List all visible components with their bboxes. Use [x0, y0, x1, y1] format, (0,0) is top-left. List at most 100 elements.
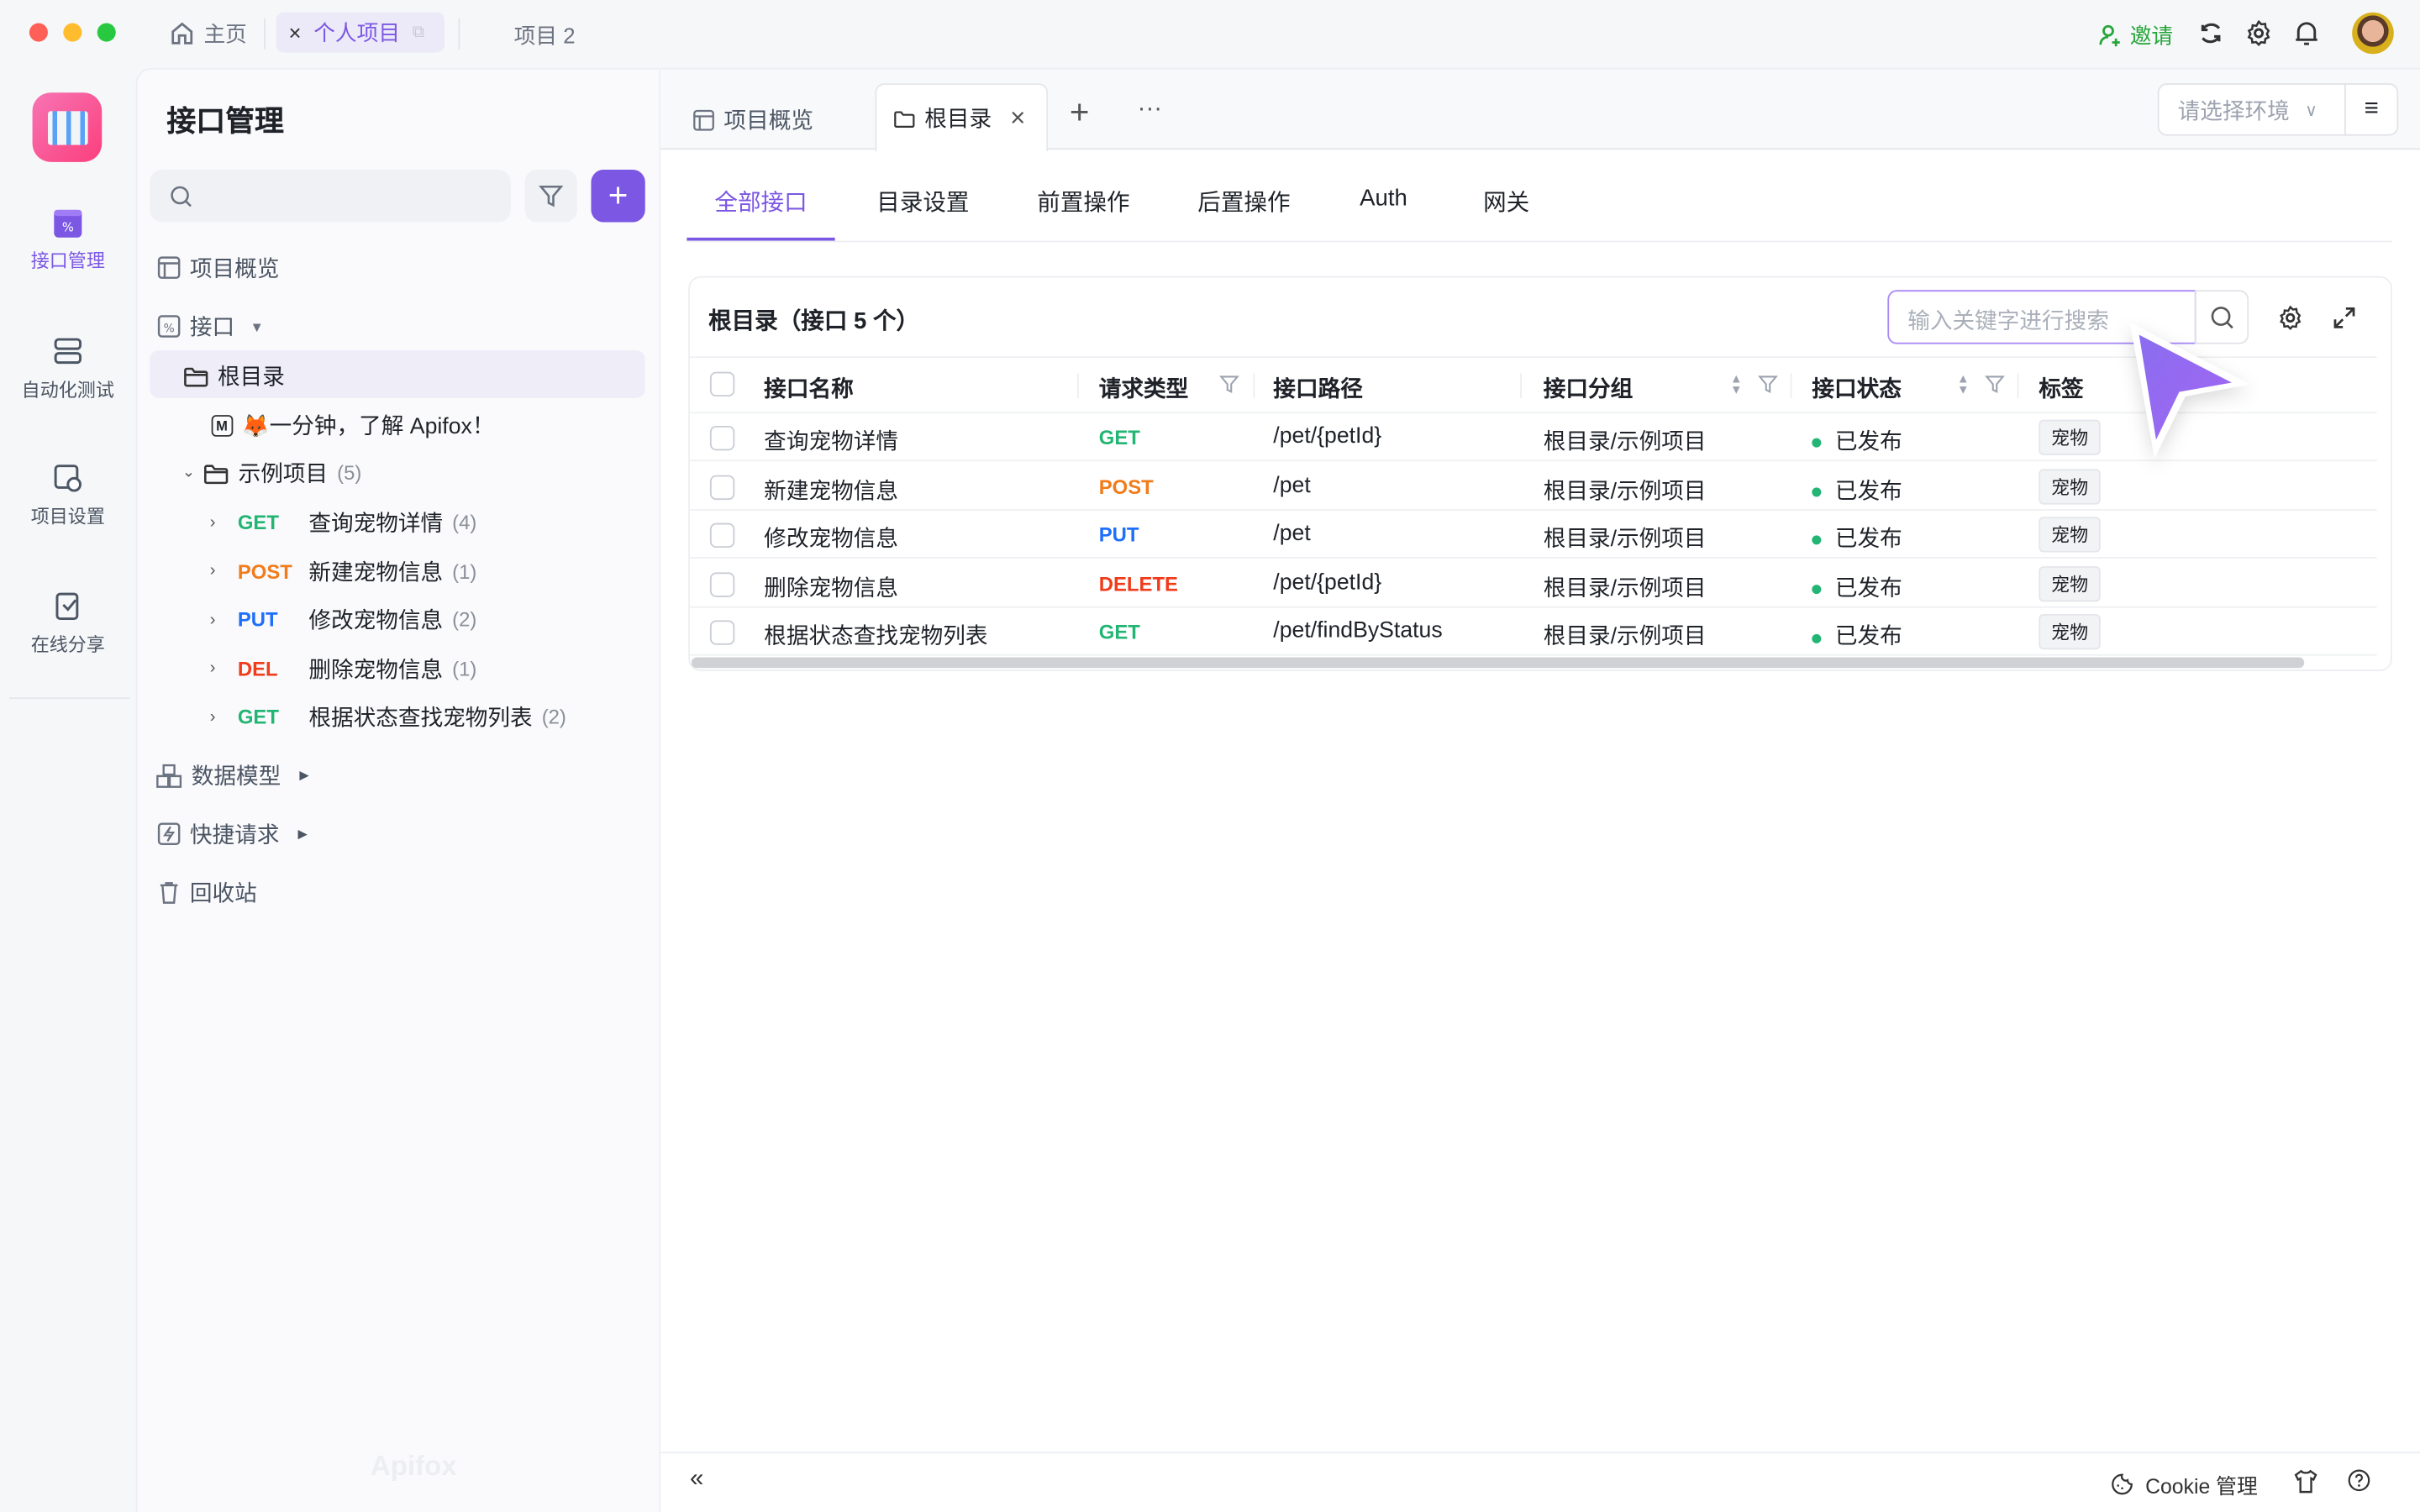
sidebar-item-api[interactable]: % 接口 ▼: [157, 310, 264, 343]
sidebar-folder-examples[interactable]: ⌄ 示例项目 (5): [182, 457, 362, 490]
tab-personal-project[interactable]: × 个人项目 ⧉: [276, 12, 445, 53]
cookie-manager-button[interactable]: Cookie 管理: [2112, 1469, 2258, 1500]
subtab[interactable]: 网关: [1483, 189, 1530, 217]
expand-icon[interactable]: [2332, 306, 2356, 330]
rail-item-automation-test[interactable]: 自动化测试: [0, 336, 136, 402]
method-badge: DEL: [237, 657, 278, 680]
status-badge[interactable]: 已发布: [1812, 619, 1902, 652]
environment-menu-button[interactable]: ≡: [2344, 83, 2399, 136]
invite-button[interactable]: 邀请: [2099, 20, 2173, 51]
sync-icon[interactable]: [2198, 20, 2224, 46]
new-tab-button[interactable]: +: [1069, 92, 1090, 132]
notification-bell-icon[interactable]: [2293, 20, 2319, 46]
column-header-tag[interactable]: 标签: [2039, 378, 2084, 403]
column-header-status[interactable]: 接口状态: [1812, 378, 1902, 403]
status-badge[interactable]: 已发布: [1812, 522, 1902, 554]
sidebar-endpoint[interactable]: › GET 根据状态查找宠物列表 (2): [210, 701, 566, 734]
automation-test-icon: [54, 338, 82, 365]
status-badge[interactable]: 已发布: [1812, 473, 1902, 506]
row-checkbox[interactable]: [709, 621, 735, 646]
rail-item-project-settings[interactable]: 项目设置: [0, 463, 136, 529]
help-icon[interactable]: [2348, 1469, 2371, 1493]
sidebar-item-data-models[interactable]: 数据模型 ▶: [156, 759, 309, 792]
table-search-button[interactable]: [2194, 290, 2249, 344]
caret-down-icon[interactable]: ▼: [250, 318, 264, 334]
rail-item-online-share[interactable]: 在线分享: [0, 591, 136, 657]
sort-icon[interactable]: ▲ ▼: [1956, 371, 1970, 397]
filter-button[interactable]: [524, 170, 577, 223]
open-external-icon[interactable]: ⧉: [412, 22, 425, 41]
subtab[interactable]: 前置操作: [1037, 189, 1130, 217]
filter-icon[interactable]: [1219, 373, 1239, 395]
subtab[interactable]: 全部接口: [714, 189, 808, 217]
filter-icon: [539, 185, 564, 207]
chevron-right-icon[interactable]: ›: [209, 610, 216, 629]
settings-icon[interactable]: [2245, 19, 2271, 46]
api-name-link[interactable]: 删除宠物信息: [764, 576, 898, 601]
row-checkbox[interactable]: [709, 522, 735, 549]
avatar[interactable]: [2352, 12, 2394, 55]
api-name-link[interactable]: 新建宠物信息: [764, 479, 898, 504]
environment-select[interactable]: 请选择环境 ∨: [2157, 83, 2346, 136]
sidebar-item-doc[interactable]: M 🦊一分钟，了解 Apifox！: [211, 409, 495, 442]
sidebar-endpoint[interactable]: › GET 查询宠物详情 (4): [210, 506, 477, 538]
collapse-sidebar-button[interactable]: «: [690, 1465, 704, 1493]
close-tab-icon[interactable]: ×: [1010, 102, 1026, 133]
caret-right-icon[interactable]: ▶: [297, 827, 308, 842]
row-checkbox[interactable]: [709, 572, 735, 597]
tab-project-2[interactable]: 项目 2: [513, 23, 576, 48]
sidebar-item-root-selected[interactable]: [150, 349, 645, 398]
tab-home[interactable]: 主页: [170, 18, 247, 50]
chevron-right-icon[interactable]: ›: [209, 561, 216, 580]
column-header-method[interactable]: 请求类型: [1098, 378, 1189, 403]
api-name-link[interactable]: 查询宠物详情: [764, 430, 898, 455]
table-search-input[interactable]: 输入关键字进行搜索: [1887, 290, 2196, 344]
row-checkbox[interactable]: [709, 474, 735, 500]
api-name-link[interactable]: 修改宠物信息: [764, 528, 898, 553]
sidebar-endpoint[interactable]: › DEL 删除宠物信息 (1): [210, 653, 477, 685]
tab-project-overview[interactable]: 项目概览: [693, 103, 813, 136]
sidebar-endpoint[interactable]: › POST 新建宠物信息 (1): [210, 554, 477, 587]
chevron-right-icon[interactable]: ›: [209, 707, 216, 727]
status-label: 已发布: [1834, 625, 1902, 650]
sidebar-item-overview[interactable]: 项目概览: [157, 251, 279, 284]
chevron-right-icon[interactable]: ›: [209, 512, 216, 532]
close-tab-icon[interactable]: ×: [288, 19, 302, 45]
caret-right-icon[interactable]: ▶: [299, 768, 309, 783]
environment-placeholder: 请选择环境: [2177, 99, 2290, 124]
chevron-down-icon[interactable]: ⌄: [182, 464, 196, 482]
column-header-name[interactable]: 接口名称: [764, 378, 854, 403]
chevron-right-icon[interactable]: ›: [209, 659, 216, 678]
tag-badge: 宠物: [2039, 565, 2101, 601]
column-header-path[interactable]: 接口路径: [1273, 378, 1363, 403]
subtab[interactable]: 目录设置: [876, 189, 970, 217]
status-badge[interactable]: 已发布: [1812, 570, 1902, 603]
method-badge: POST: [1098, 474, 1154, 498]
api-name-link[interactable]: 根据状态查找宠物列表: [764, 625, 988, 650]
theme-shirt-icon[interactable]: [2293, 1469, 2317, 1494]
filter-icon[interactable]: [1985, 373, 2005, 395]
close-window-button[interactable]: [29, 23, 48, 42]
table-settings-icon[interactable]: [2278, 305, 2302, 330]
subtab[interactable]: 后置操作: [1197, 189, 1291, 217]
rail-item-api-management[interactable]: % 接口管理: [0, 209, 136, 273]
filter-icon[interactable]: [1758, 373, 1778, 395]
sidebar-item-root[interactable]: 根目录: [184, 360, 285, 392]
sidebar-search-input[interactable]: [150, 170, 511, 223]
more-tabs-button[interactable]: ···: [1137, 95, 1163, 123]
add-button[interactable]: +: [591, 170, 645, 223]
sidebar-endpoint[interactable]: › PUT 修改宠物信息 (2): [210, 604, 477, 637]
tab-root[interactable]: 根目录 ×: [875, 83, 1049, 152]
status-badge[interactable]: 已发布: [1812, 424, 1902, 457]
sort-icon[interactable]: ▲ ▼: [1729, 371, 1743, 397]
column-divider: [1790, 373, 1792, 398]
minimize-window-button[interactable]: [63, 23, 82, 42]
row-checkbox[interactable]: [709, 425, 735, 451]
maximize-window-button[interactable]: [97, 23, 116, 42]
subtab[interactable]: Auth: [1360, 185, 1407, 212]
select-all-checkbox[interactable]: [709, 371, 735, 397]
column-header-group[interactable]: 接口分组: [1543, 378, 1634, 403]
horizontal-scrollbar[interactable]: [691, 657, 2305, 669]
sidebar-item-trash[interactable]: 回收站: [157, 876, 257, 909]
sidebar-item-quick-request[interactable]: 快捷请求 ▶: [157, 817, 308, 850]
